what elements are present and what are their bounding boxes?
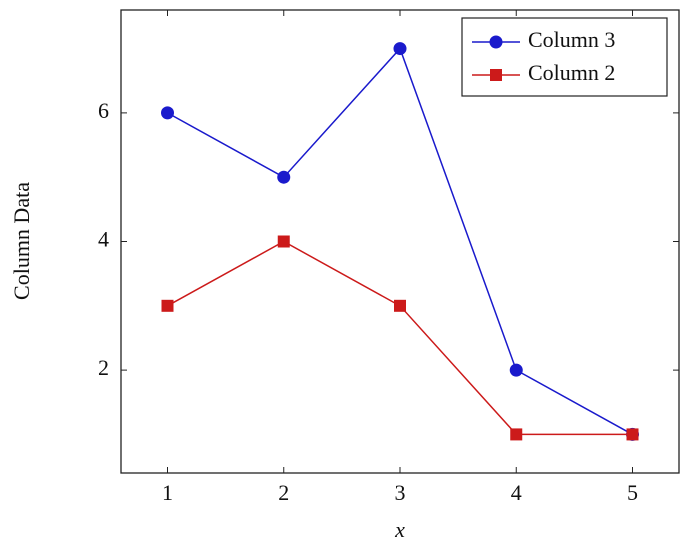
x-tick-label: 1	[162, 480, 173, 505]
x-tick-label: 4	[511, 480, 522, 505]
y-tick-label: 4	[98, 227, 109, 252]
marker	[394, 299, 406, 312]
marker	[161, 299, 174, 312]
legend-label: Column 3	[528, 27, 615, 52]
x-tick-label: 2	[278, 480, 289, 505]
x-tick-label: 3	[395, 480, 406, 505]
legend-marker	[489, 35, 503, 49]
marker	[626, 428, 639, 441]
x-tick-label: 5	[627, 480, 638, 505]
series-line	[167, 240, 633, 436]
legend-marker	[490, 69, 502, 81]
legend-box	[461, 17, 668, 97]
marker	[393, 42, 407, 56]
series-line	[167, 47, 633, 436]
y-tick-label: 6	[98, 98, 109, 123]
marker	[161, 106, 174, 120]
y-axis-label: Column Data	[9, 182, 34, 300]
marker	[509, 363, 523, 377]
legend-label: Column 2	[528, 60, 615, 85]
y-tick-label: 2	[98, 355, 109, 380]
marker	[510, 428, 523, 441]
marker	[277, 170, 291, 184]
x-axis-label: x	[394, 517, 405, 542]
marker	[277, 235, 290, 248]
